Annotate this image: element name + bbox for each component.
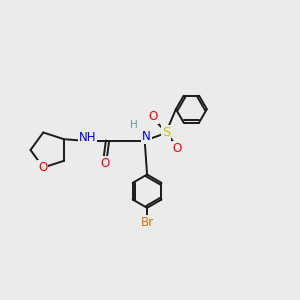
Text: H: H [130,120,138,130]
Text: O: O [172,142,182,155]
Text: O: O [38,161,47,174]
Text: O: O [149,110,158,123]
Text: O: O [100,157,110,170]
Text: Br: Br [140,216,154,229]
Text: N: N [142,130,151,143]
Text: S: S [162,126,170,139]
Text: NH: NH [79,130,96,144]
